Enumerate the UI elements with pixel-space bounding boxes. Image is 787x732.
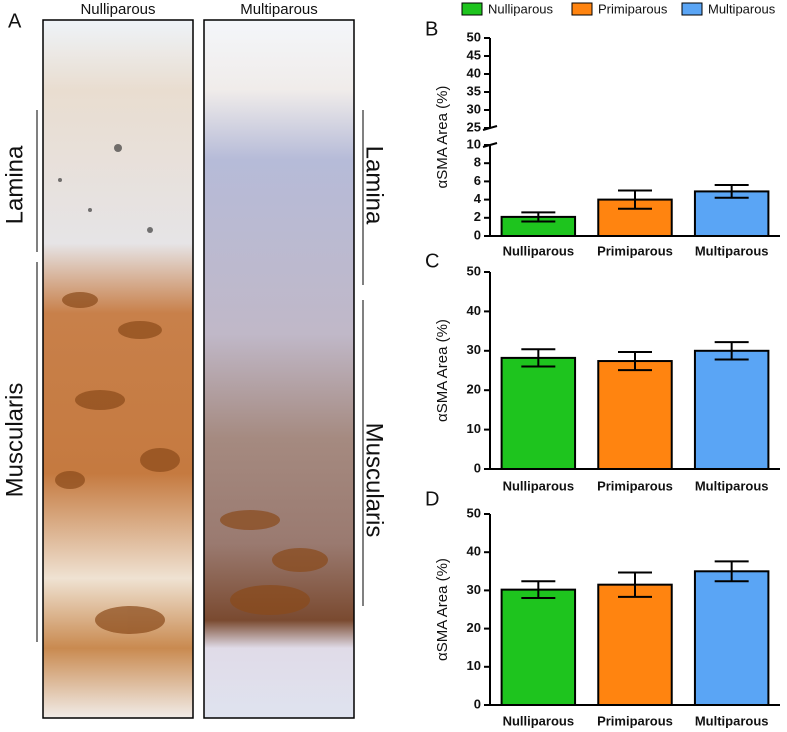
x-tick-label: Primiparous xyxy=(597,478,673,493)
y-tick-label: 20 xyxy=(467,620,481,635)
y-tick-label: 4 xyxy=(474,191,482,206)
y-tick-label: 0 xyxy=(474,696,481,711)
y-tick-label: 40 xyxy=(467,544,481,559)
y-axis-label: αSMA Area (%) xyxy=(434,86,451,189)
bar xyxy=(693,570,770,706)
legend-label: Primiparous xyxy=(598,1,668,16)
legend-label: Multiparous xyxy=(708,1,776,16)
y-tick-label: 20 xyxy=(467,382,481,397)
y-tick-label: 10 xyxy=(467,421,481,436)
legend-label: Nulliparous xyxy=(488,1,554,16)
panel-label: D xyxy=(425,488,439,510)
region-label: Muscularis xyxy=(1,383,28,498)
y-tick-label: 30 xyxy=(467,101,481,116)
y-tick-label: 50 xyxy=(467,263,481,278)
x-tick-label: Nulliparous xyxy=(503,713,575,728)
axis-break xyxy=(482,125,498,131)
y-axis-label: αSMA Area (%) xyxy=(434,319,451,422)
y-tick-label: 2 xyxy=(474,209,481,224)
y-tick-label: 0 xyxy=(474,227,481,242)
y-tick-label: 35 xyxy=(467,83,481,98)
tissue-texture xyxy=(58,144,153,233)
x-tick-label: Multiparous xyxy=(695,243,769,258)
y-tick-label: 50 xyxy=(467,505,481,520)
image-title: Multiparous xyxy=(240,1,318,18)
panel-label: B xyxy=(425,18,438,40)
bar xyxy=(597,583,673,706)
x-tick-label: Multiparous xyxy=(695,478,769,493)
x-tick-label: Primiparous xyxy=(597,243,673,258)
y-tick-label: 50 xyxy=(467,29,481,44)
y-tick-label: 10 xyxy=(467,136,481,151)
axis-break xyxy=(482,142,498,148)
x-tick-label: Nulliparous xyxy=(503,478,575,493)
x-tick-label: Nulliparous xyxy=(503,243,575,258)
y-tick-label: 40 xyxy=(467,65,481,80)
y-tick-label: 0 xyxy=(474,460,481,475)
panel-label: C xyxy=(425,250,439,272)
image-title: Nulliparous xyxy=(80,1,155,18)
y-axis-label: αSMA Area (%) xyxy=(434,558,451,661)
bar xyxy=(500,356,577,470)
y-tick-label: 10 xyxy=(467,658,481,673)
region-label: Lamina xyxy=(361,146,388,225)
y-tick-label: 40 xyxy=(467,303,481,318)
y-tick-label: 45 xyxy=(467,47,481,62)
y-tick-label: 30 xyxy=(467,342,481,357)
bar xyxy=(597,360,673,471)
legend-swatch xyxy=(461,2,483,16)
micrograph xyxy=(42,19,194,719)
y-tick-label: 8 xyxy=(474,155,481,170)
panel-label: A xyxy=(8,10,22,32)
bar xyxy=(693,190,770,238)
tissue-texture xyxy=(55,292,328,634)
bar xyxy=(693,349,770,470)
y-tick-label: 30 xyxy=(467,582,481,597)
y-tick-label: 25 xyxy=(467,119,481,134)
bar xyxy=(500,588,577,706)
x-tick-label: Multiparous xyxy=(695,713,769,728)
legend-swatch xyxy=(571,2,593,16)
region-label: Lamina xyxy=(1,145,28,224)
x-tick-label: Primiparous xyxy=(597,713,673,728)
region-label: Muscularis xyxy=(361,423,388,538)
y-tick-label: 6 xyxy=(474,173,481,188)
legend-swatch xyxy=(681,2,703,16)
